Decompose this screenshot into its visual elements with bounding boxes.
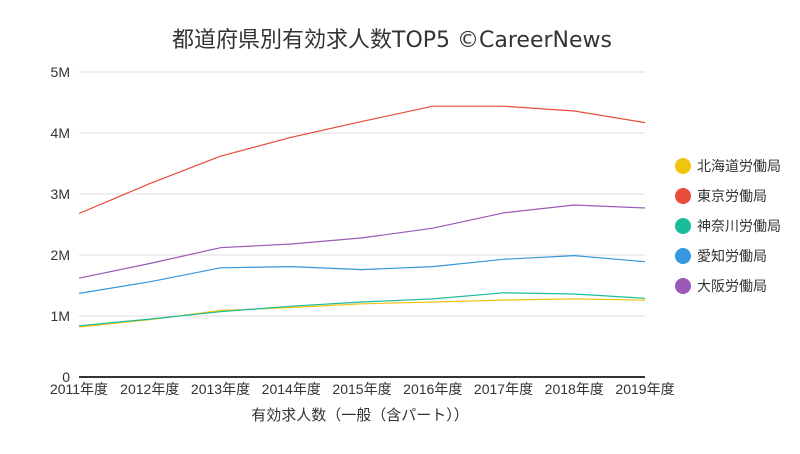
legend-item-2[interactable]: 神奈川労働局: [675, 218, 781, 235]
x-tick-label: 2017年度: [474, 381, 533, 397]
y-tick-label: 5M: [51, 64, 70, 80]
legend-marker: [675, 158, 691, 174]
series-line-1: [78, 105, 646, 215]
y-tick-label: 0: [62, 369, 70, 385]
legend-label: 神奈川労働局: [697, 219, 781, 235]
legend-item-0[interactable]: 北海道労働局: [675, 158, 781, 175]
legend-marker: [675, 248, 691, 264]
legend-item-1[interactable]: 東京労働局: [675, 188, 767, 205]
x-tick-label: 2018年度: [545, 381, 604, 397]
legend-marker: [675, 188, 691, 204]
x-tick-label: 2011年度: [50, 381, 108, 397]
y-tick-label: 1M: [51, 308, 70, 324]
legend-marker: [675, 278, 691, 294]
x-tick-label: 2019年度: [615, 381, 674, 397]
legend-label: 愛知労働局: [697, 248, 767, 265]
legend-label: 北海道労働局: [697, 159, 781, 175]
x-tick-label: 2016年度: [403, 381, 462, 397]
x-tick-label: 2014年度: [262, 381, 321, 397]
legend-item-4[interactable]: 大阪労働局: [675, 278, 767, 295]
x-tick-label: 2012年度: [120, 381, 179, 397]
gridlines: [79, 71, 645, 317]
y-tick-label: 3M: [51, 186, 70, 202]
legend-marker: [675, 218, 691, 234]
series-line-3: [78, 255, 646, 294]
x-axis-ticks: 2011年度 2012年度 2013年度 2014年度 2015年度 2016年度 2017…: [50, 381, 675, 397]
legend-label: 大阪労働局: [697, 279, 767, 295]
y-tick-label: 2M: [51, 247, 70, 263]
series-line-2: [78, 292, 646, 327]
series-line-4: [78, 204, 646, 279]
series-lines: [78, 105, 646, 328]
y-tick-label: 4M: [51, 125, 70, 141]
series-line-0: [78, 298, 646, 328]
x-axis-title: 有効求人数（一般（含パート））: [251, 406, 469, 424]
legend-item-3[interactable]: 愛知労働局: [675, 248, 767, 265]
chart-title: 都道府県別有効求人数TOP5 ©CareerNews: [172, 28, 612, 53]
x-tick-label: 2013年度: [191, 381, 250, 397]
y-axis-ticks: 0 1M 2M 3M 4M 5M: [51, 64, 71, 385]
x-tick-label: 2015年度: [332, 381, 391, 397]
legend-label: 東京労働局: [697, 189, 767, 205]
